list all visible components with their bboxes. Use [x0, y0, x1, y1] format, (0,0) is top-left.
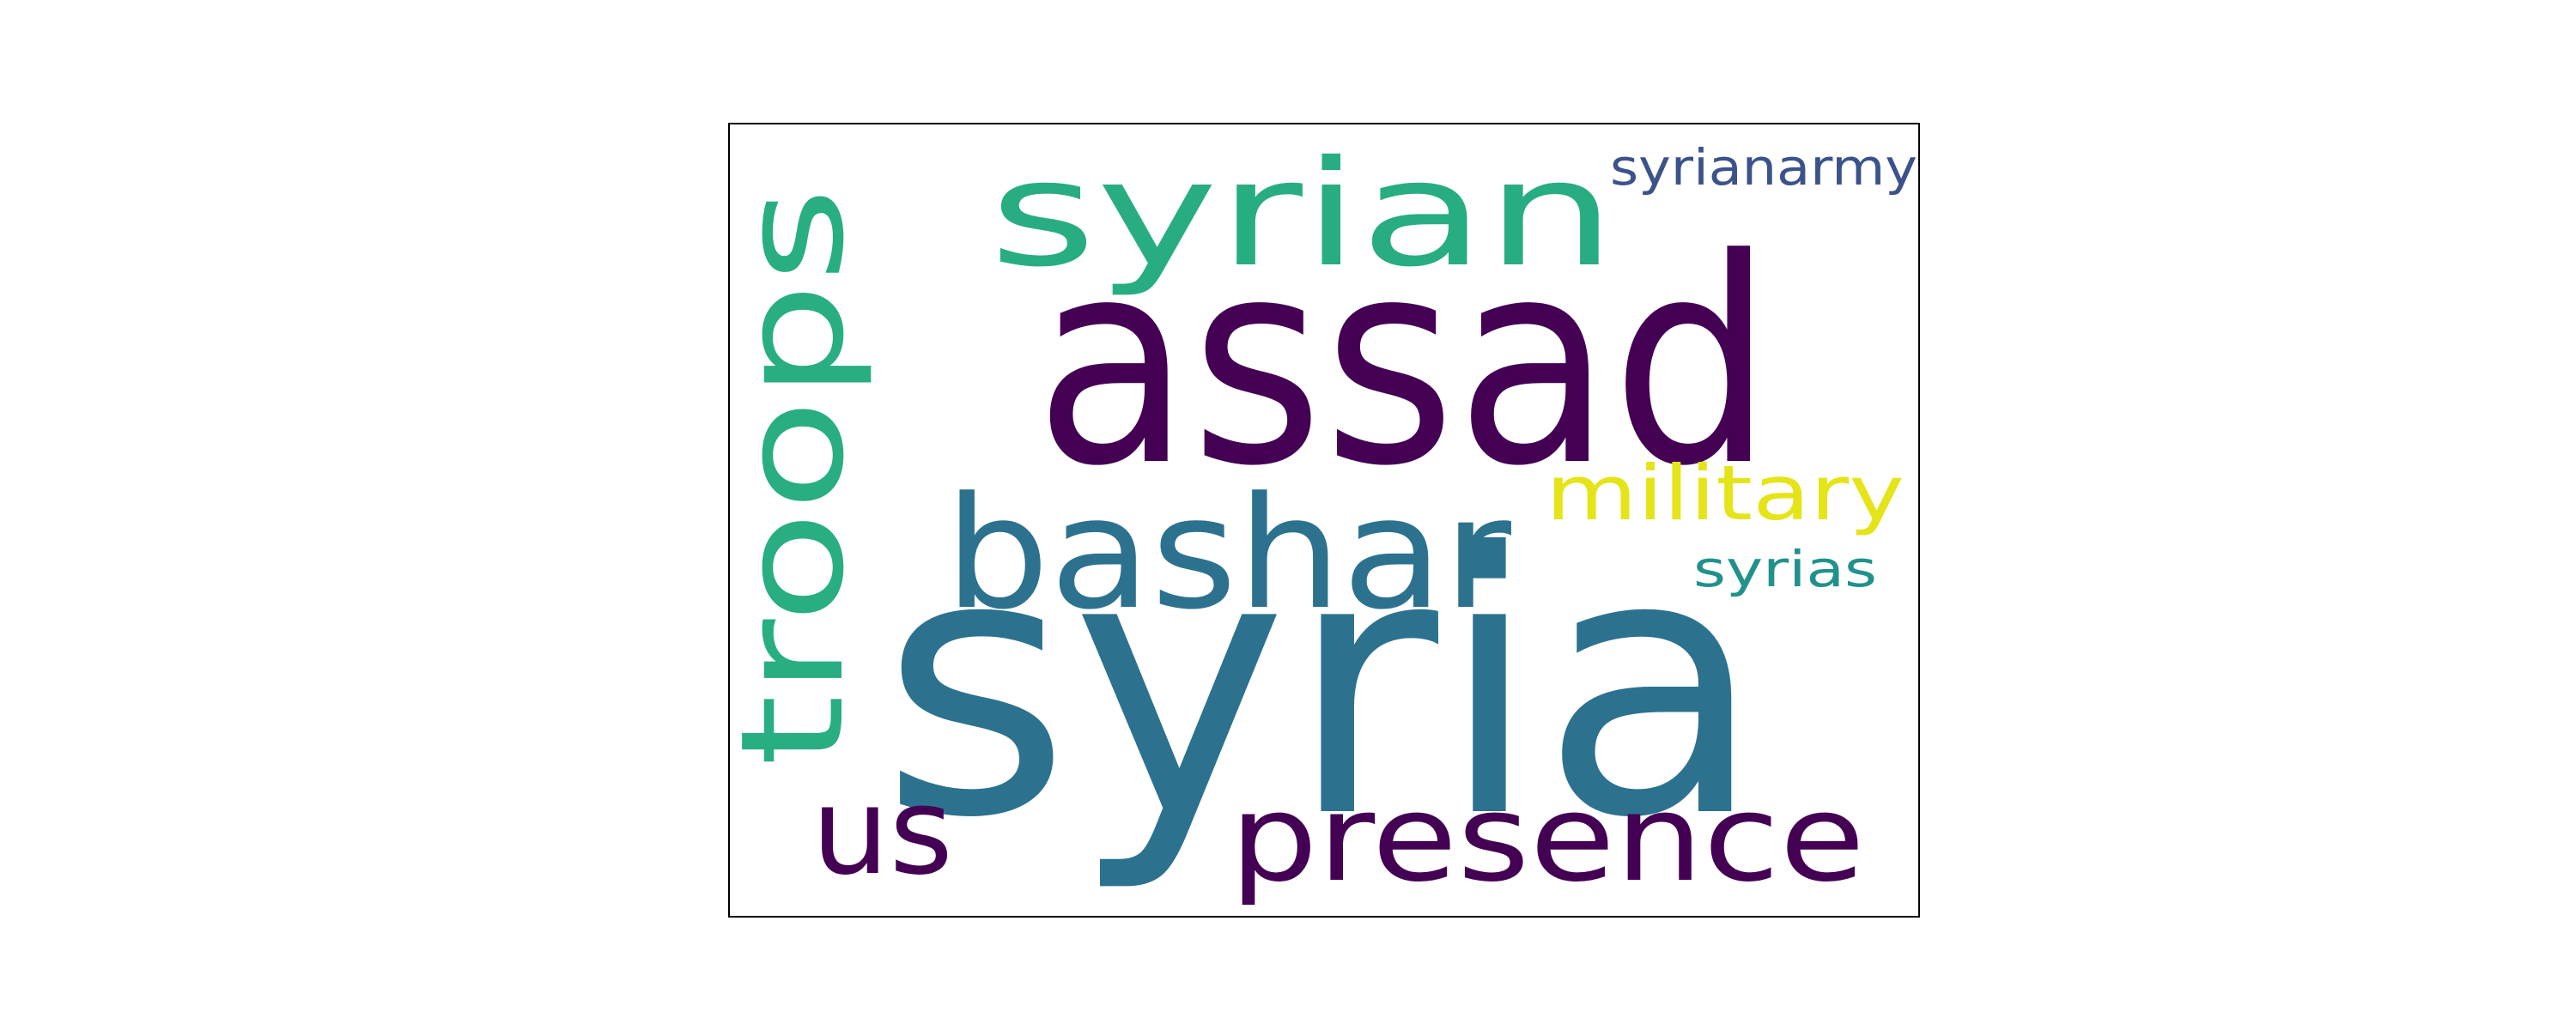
wordcloud-canvas: syria assad syrian troops bashar presenc…	[730, 130, 1917, 909]
word-troops: troops	[730, 187, 875, 766]
word-presence: presence	[1230, 769, 1865, 909]
wordcloud-frame: syria assad syrian troops bashar presenc…	[728, 123, 1920, 918]
word-syrianarmy: syrianarmy	[1610, 138, 1917, 197]
word-syria: syria	[880, 477, 1765, 897]
word-syrias: syrias	[1693, 540, 1877, 598]
word-military: military	[1546, 449, 1905, 537]
word-bashar: bashar	[945, 464, 1511, 644]
word-us: us	[811, 762, 953, 902]
word-syrian: syrian	[989, 130, 1616, 300]
word-assad: assad	[1035, 198, 1773, 528]
